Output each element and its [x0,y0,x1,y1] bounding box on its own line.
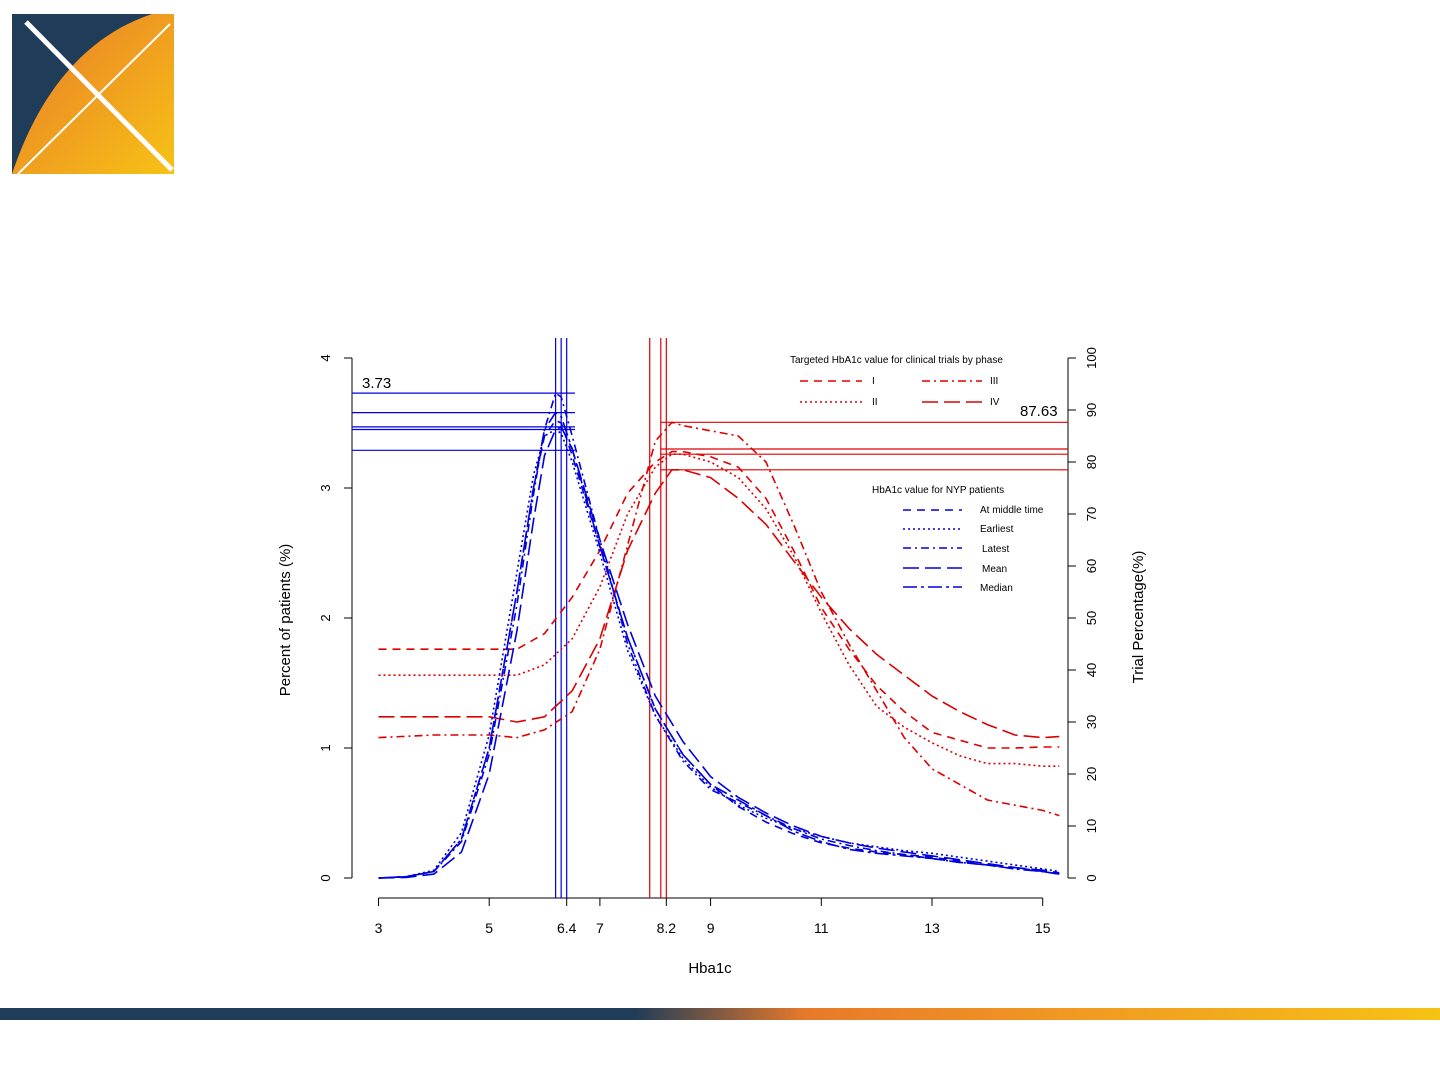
legend-trials-label-iii: III [990,376,998,387]
trial-series-line-i [378,450,1060,749]
y-right-tick-label: 60 [1084,559,1099,573]
y-right-tick-label: 80 [1084,455,1099,469]
right-peak-annotation: 87.63 [1020,403,1058,420]
patient-series-line-at-middle-time [378,419,1060,879]
y-left-tick-label: 0 [318,874,333,881]
logo-cross-stroke-2 [17,23,171,175]
legend-patients-label-middle: At middle time [980,505,1044,516]
x-tick-label: 9 [707,920,715,936]
footer-brand-bar [0,1008,1440,1020]
y-right-tick-label: 70 [1084,507,1099,521]
y-left-tick-label: 1 [318,744,333,751]
trial-series-line-ii [378,453,1060,767]
y-right-tick-label: 30 [1084,715,1099,729]
legend-trials-title: Targeted HbA1c value for clinical trials… [790,355,1003,366]
patient-series-line-earliest [378,428,1060,879]
left-peak-annotation: 3.73 [362,375,391,392]
x-tick-label: 15 [1035,920,1051,936]
x-tick-label: 13 [924,920,940,936]
legend-patients-label-mean: Mean [982,564,1007,575]
y-left-tick-label: 4 [318,354,333,361]
x-tick-label: 11 [814,920,829,936]
x-logo-icon [12,14,174,175]
y-right-tick-label: 20 [1084,767,1099,781]
logo-cross-stroke-1 [24,20,174,172]
trial-series-line-iii [378,421,1060,817]
legend-trials: Targeted HbA1c value for clinical trials… [790,355,1003,408]
y-right-tick-label: 100 [1084,347,1099,369]
x-tick-label: 3 [375,920,383,936]
trial-series-line-iv [378,469,1060,739]
patient-series-line-mean [378,426,1060,879]
legend-patients-label-latest: Latest [982,544,1009,555]
y-right-tick-label: 0 [1084,874,1099,881]
patient-series-line-latest [378,392,1060,879]
legend-trials-label-iv: IV [990,397,1000,408]
legend-trials-label-i: I [872,376,875,387]
y-left-tick-label: 3 [318,484,333,491]
y-right-tick-label: 10 [1084,819,1099,833]
x-tick-label: 5 [485,920,493,936]
legend-patients-label-earliest: Earliest [980,524,1014,535]
y-axis-right-label: Trial Percentage(%) [1130,551,1147,684]
x-tick-label: 8.2 [657,920,677,936]
y-axis-left-label: Percent of patients (%) [277,544,294,697]
reference-lines [352,338,1068,898]
legend-patients: HbA1c value for NYP patients At middle t… [872,485,1044,594]
legend-patients-label-median: Median [980,583,1013,594]
x-axis-label: Hba1c [688,960,732,977]
y-right-tick-label: 50 [1084,611,1099,625]
logo-navy-swoosh [12,14,152,174]
x-tick-label: 6.4 [557,920,577,936]
legend-patients-title: HbA1c value for NYP patients [872,485,1004,496]
legend-trials-label-ii: II [872,397,878,408]
y-right-tick-label: 40 [1084,663,1099,677]
x-tick-label: 7 [596,920,604,936]
patient-series-line-median [378,411,1060,879]
y-right-tick-label: 90 [1084,403,1099,417]
brand-logo [12,14,174,175]
series-group [378,392,1060,879]
y-left-tick-label: 2 [318,614,333,621]
